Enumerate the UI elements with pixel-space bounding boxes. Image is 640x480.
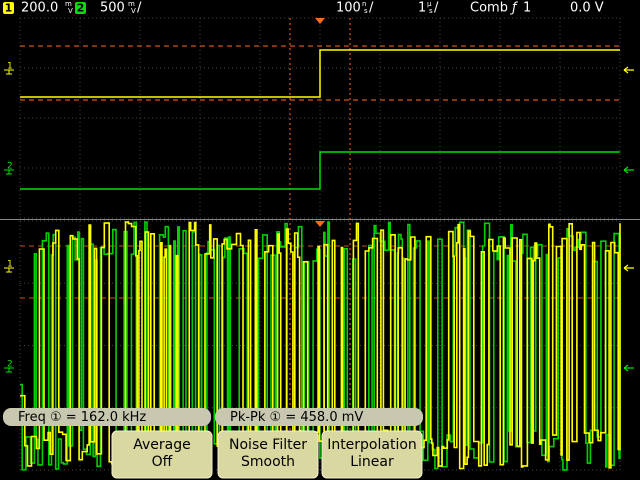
delay: 1 — [418, 1, 426, 16]
softkey-title: Interpolation — [327, 437, 417, 453]
ch1-unit-bottom: V — [68, 7, 73, 15]
trigger-mode: Comb — [470, 1, 508, 16]
softkey-bg — [321, 430, 423, 479]
ground-symbol — [4, 367, 14, 373]
measurement-bar: Freq ① = 162.0 kHz Pk-Pk ① = 458.0 mV — [3, 408, 423, 426]
ground-symbol — [4, 169, 14, 175]
channel-marker: 2 — [7, 162, 13, 172]
channel-marker: 1 — [7, 62, 13, 72]
offset-arrow — [623, 264, 634, 272]
ch1-badge-bg — [3, 2, 14, 14]
ch1-trace — [20, 49, 620, 98]
ch2-suffix: / — [137, 1, 142, 16]
measurement-pill — [215, 408, 423, 426]
ch1-scale: 200.0 — [21, 1, 58, 16]
ch1-badge: 1 — [5, 2, 13, 15]
delay-suffix: / — [434, 1, 439, 16]
ch2-unit-bottom: V — [131, 7, 136, 15]
ground-symbol — [4, 69, 14, 75]
offset-arrow — [623, 166, 634, 174]
trigger-marker — [315, 18, 325, 24]
softkey-value: Linear — [350, 454, 394, 470]
timebase: 100 — [336, 1, 361, 16]
trigger-source: 1 — [523, 1, 531, 16]
ground-symbol — [4, 267, 14, 273]
ch2-unit-top: m — [128, 0, 135, 8]
ch1-unit-top: m — [65, 0, 72, 8]
trigger-icon: ƒ — [509, 1, 519, 16]
offset-arrow — [623, 66, 634, 74]
channel-marker: 1 — [7, 260, 13, 270]
softkey-bg — [217, 430, 319, 479]
ch2-badge: 2 — [77, 2, 85, 15]
softkey-title: Average — [133, 437, 191, 453]
ch2-badge-bg — [75, 2, 86, 14]
softkey-title: Noise Filter — [229, 437, 307, 453]
trigger-level: 0.0 V — [570, 1, 604, 16]
measurement: Freq ① = 162.0 kHz — [18, 410, 146, 425]
delay-unit-bottom: s — [429, 7, 433, 15]
timebase-unit-top: n — [362, 0, 366, 8]
offset-arrow — [623, 364, 634, 372]
delay-unit-top: µ — [427, 0, 432, 8]
softkey-value: Smooth — [241, 454, 295, 470]
ch2-trace — [20, 151, 620, 190]
timebase-suffix: / — [369, 1, 374, 16]
ch2-scale: 500 — [100, 1, 125, 16]
channel-marker: 2 — [7, 360, 13, 370]
channel-markers: 1 2 1 2 — [4, 62, 634, 373]
timebase-unit-bottom: s — [364, 7, 368, 15]
softkey-value: Off — [152, 454, 173, 470]
softkey-bg — [111, 430, 213, 479]
status-bar: 1 200.0 m V 2 500 m V / 100 n s / 1 µ s … — [3, 0, 604, 16]
measurement-pill — [3, 408, 211, 426]
measurement: Pk-Pk ① = 458.0 mV — [230, 410, 363, 425]
trigger-marker — [315, 221, 325, 227]
